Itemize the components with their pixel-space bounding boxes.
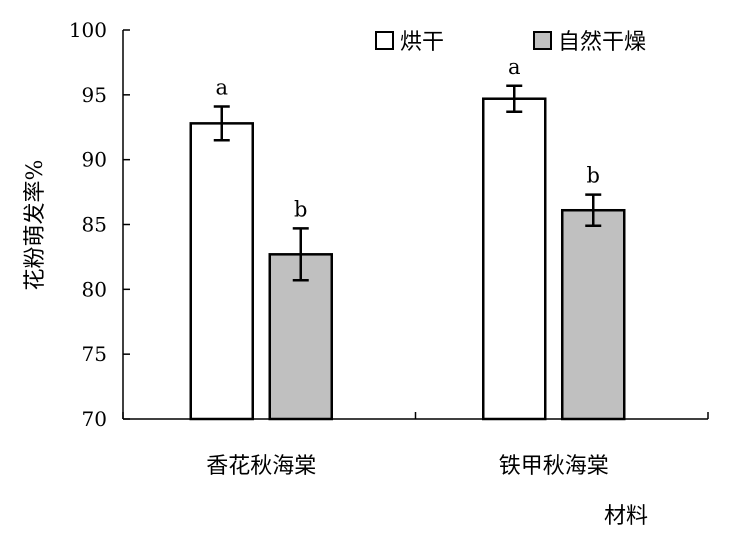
legend-swatch xyxy=(533,31,552,50)
plot-area: 70 75 80 85 90 95 100 a b 香花秋海棠 a b 铁甲秋海棠 烘干 自然干燥 xyxy=(69,18,709,479)
y-tick-label: 70 xyxy=(82,407,107,431)
y-tick-label: 75 xyxy=(82,342,107,366)
legend-swatch xyxy=(375,31,394,50)
bar xyxy=(189,122,254,421)
bar xyxy=(268,253,333,421)
significance-letter: b xyxy=(294,197,307,221)
x-axis-label: 材料 xyxy=(604,504,648,529)
y-tick-label: 85 xyxy=(82,213,107,237)
y-tick-label: 90 xyxy=(82,148,107,172)
legend-label: 自然干燥 xyxy=(558,30,646,55)
y-axis-label: 花粉萌发率% xyxy=(23,160,48,291)
x-category-label: 铁甲秋海棠 xyxy=(499,454,609,479)
y-tick-label: 80 xyxy=(82,277,107,301)
y-tick-label: 95 xyxy=(82,83,107,107)
y-tick-label: 100 xyxy=(69,18,107,42)
bar xyxy=(482,97,547,421)
significance-letter: a xyxy=(508,55,521,79)
bar xyxy=(561,208,626,421)
significance-letter: b xyxy=(587,164,600,188)
significance-letter: a xyxy=(215,76,228,100)
legend-label: 烘干 xyxy=(400,30,444,55)
x-category-label: 香花秋海棠 xyxy=(206,454,316,479)
